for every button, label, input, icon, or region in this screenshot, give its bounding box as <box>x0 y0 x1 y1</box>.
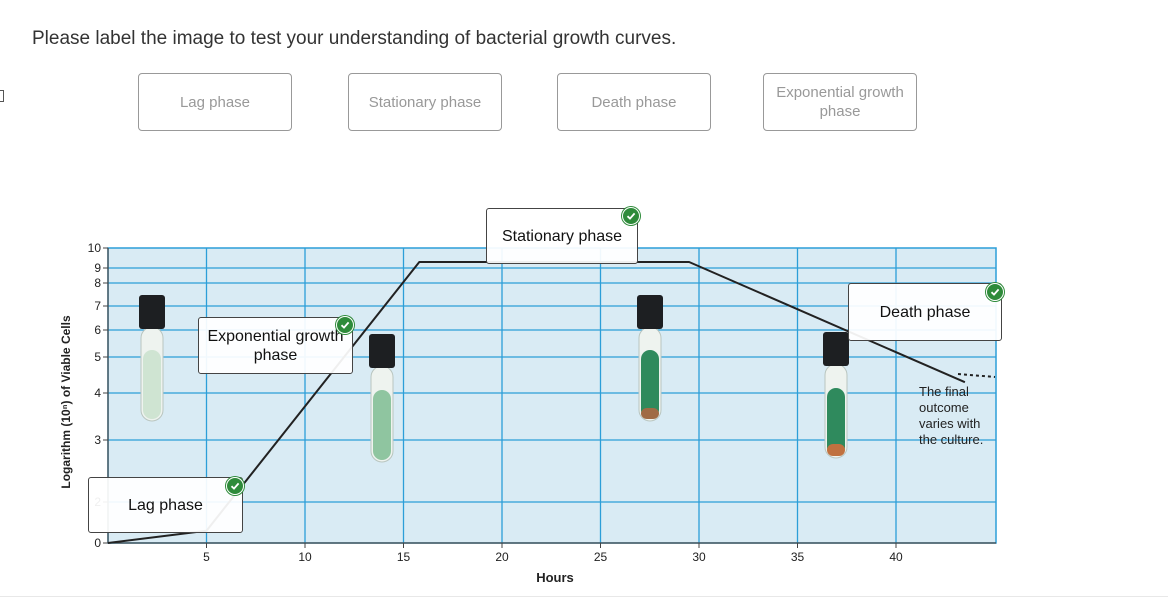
tube-exponential-phase <box>369 334 395 463</box>
bank-label-stationary-phase[interactable]: Stationary phase <box>348 73 502 131</box>
placed-label-exponential-growth-phase[interactable]: Exponential growth phase <box>198 317 353 374</box>
placed-label-lag-phase[interactable]: Lag phase <box>88 477 243 533</box>
final-outcome-note: The final outcome varies with the cultur… <box>919 384 984 447</box>
y-axis-ticks: 02345678910 <box>88 241 108 550</box>
tube-stationary-phase <box>637 295 663 422</box>
x-tick-label: 30 <box>692 550 706 564</box>
growth-curve-line <box>107 261 966 544</box>
correct-check-icon <box>986 283 1004 301</box>
y-tick-label: 6 <box>94 323 101 337</box>
x-axis-ticks: 5 10 15 20 25 30 35 40 <box>203 543 903 564</box>
placed-label-death-phase[interactable]: Death phase <box>848 283 1002 341</box>
correct-check-icon <box>622 207 640 225</box>
y-tick-label: 5 <box>94 350 101 364</box>
y-tick-label: 10 <box>88 241 102 255</box>
bank-label-lag-phase[interactable]: Lag phase <box>138 73 292 131</box>
y-tick-label: 9 <box>94 261 101 275</box>
y-axis-title: Logarithm (10ⁿ) of Viable Cells <box>59 315 73 489</box>
tube-death-phase <box>823 332 849 459</box>
x-tick-label: 15 <box>397 550 411 564</box>
correct-check-icon <box>226 477 244 495</box>
bank-label-death-phase[interactable]: Death phase <box>557 73 711 131</box>
growth-curve-dashed-tail <box>957 373 996 378</box>
placed-label-stationary-phase[interactable]: Stationary phase <box>486 208 638 264</box>
x-tick-label: 35 <box>791 550 805 564</box>
question-prompt: Please label the image to test your unde… <box>32 28 677 49</box>
x-tick-label: 5 <box>203 550 210 564</box>
x-tick-label: 25 <box>594 550 608 564</box>
correct-check-icon <box>336 316 354 334</box>
y-tick-label: 8 <box>94 276 101 290</box>
y-tick-label: 7 <box>94 299 101 313</box>
y-tick-label: 0 <box>94 536 101 550</box>
collapsed-panel-tab[interactable] <box>0 90 4 102</box>
tube-lag-phase <box>139 295 165 422</box>
x-tick-label: 40 <box>889 550 903 564</box>
y-tick-label: 3 <box>94 433 101 447</box>
y-tick-label: 4 <box>94 386 101 400</box>
x-tick-label: 10 <box>298 550 312 564</box>
footer-divider <box>0 596 1168 597</box>
bank-label-exponential-growth-phase[interactable]: Exponential growth phase <box>763 73 917 131</box>
x-tick-label: 20 <box>495 550 509 564</box>
x-axis-title: Hours <box>536 570 574 585</box>
